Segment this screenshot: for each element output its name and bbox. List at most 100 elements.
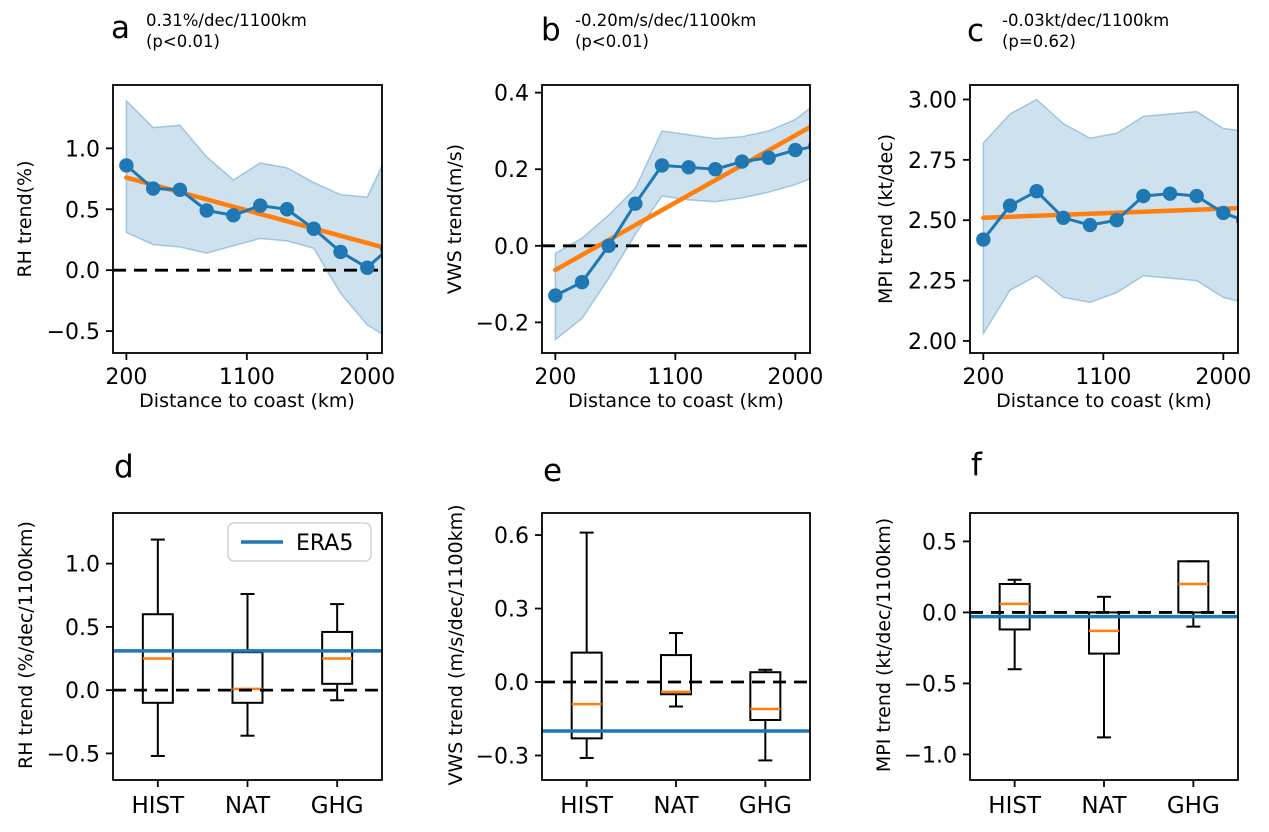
plot-data-area xyxy=(113,538,382,757)
data-point xyxy=(172,182,188,197)
data-point xyxy=(1162,186,1178,201)
panel-d-letter: d xyxy=(114,449,134,485)
x-axis-ticks: 200 1100 2000 xyxy=(962,353,1251,390)
y-tick-label: 0.0 xyxy=(922,601,957,626)
category-label: HIST xyxy=(560,793,614,819)
y-tick-label: −0.5 xyxy=(47,742,100,767)
y-tick-label: 0.6 xyxy=(494,524,529,549)
panel-a-plot: 1.0 0.5 0.0 −0.5 200 1100 2000 xyxy=(47,84,395,390)
category-label: NAT xyxy=(653,793,699,819)
y-tick-label: 0.3 xyxy=(494,598,529,623)
y-tick-label: −0.3 xyxy=(476,745,529,770)
panel-b-ylabel: VWS trend(m/s) xyxy=(444,143,466,295)
panel-e-letter: e xyxy=(543,453,563,489)
data-point xyxy=(761,150,776,165)
x-tick-label: 1100 xyxy=(647,365,703,390)
data-point xyxy=(976,232,991,247)
y-tick-label: 0.5 xyxy=(922,530,957,555)
data-point xyxy=(734,154,750,169)
x-tick-label: 200 xyxy=(105,365,147,390)
box-hist xyxy=(141,538,174,757)
category-label: HIST xyxy=(988,793,1042,819)
data-point xyxy=(1216,205,1231,221)
data-points xyxy=(976,184,1238,247)
category-label: NAT xyxy=(1081,793,1127,819)
y-tick-label: −0.5 xyxy=(904,672,957,697)
data-point xyxy=(360,260,375,275)
box-hist xyxy=(998,578,1031,671)
data-point xyxy=(548,288,563,303)
panel-c-xlabel: Distance to coast (km) xyxy=(996,390,1212,412)
y-tick-label: 1.0 xyxy=(65,553,100,578)
data-point xyxy=(681,160,696,175)
y-tick-label: −0.2 xyxy=(476,311,529,336)
y-tick-label: 1.0 xyxy=(65,137,100,162)
data-point xyxy=(654,158,670,173)
plot-data-area xyxy=(542,531,810,762)
x-axis-ticks: 200 1100 2000 xyxy=(534,353,823,390)
panel-a-title-line2: (p<0.01) xyxy=(146,32,220,51)
x-tick-label: 2000 xyxy=(1195,365,1251,390)
confidence-band xyxy=(125,99,382,335)
y-tick-label: 2.75 xyxy=(908,149,957,174)
data-point xyxy=(1002,198,1018,213)
panel-a-letter: a xyxy=(111,10,130,46)
data-points xyxy=(548,141,810,303)
panel-c-title-line2: (p=0.62) xyxy=(1002,32,1076,51)
y-tick-label: 2.00 xyxy=(908,330,957,355)
box-ghg xyxy=(749,668,782,762)
x-tick-label: 2000 xyxy=(339,365,395,390)
x-axis-ticks: HIST NAT GHG xyxy=(131,780,364,819)
x-axis-ticks: 200 1100 2000 xyxy=(105,353,395,390)
plot-border xyxy=(969,512,1239,781)
y-tick-label: 0.4 xyxy=(494,82,529,107)
data-points xyxy=(119,158,382,275)
panel-b-title: -0.20m/s/dec/1100km (p<0.01) xyxy=(575,10,756,52)
panel-a-ylabel: RH trend(%) xyxy=(14,160,36,278)
panel-b-title-line2: (p<0.01) xyxy=(575,32,649,51)
y-tick-label: 3.00 xyxy=(908,88,957,113)
x-tick-label: 2000 xyxy=(767,365,823,390)
panel-e-ylabel: VWS trend (m/s/dec/1100km) xyxy=(445,504,467,786)
data-point xyxy=(226,208,241,223)
data-point xyxy=(145,181,161,196)
panel-b-title-line1: -0.20m/s/dec/1100km xyxy=(575,11,757,30)
legend: ERA5 xyxy=(227,522,372,562)
panel-d-ylabel: RH trend (%/dec/1100km) xyxy=(15,521,37,769)
y-tick-label: 0.0 xyxy=(494,671,529,696)
y-axis-ticks: 0.4 0.2 0.0 −0.2 xyxy=(476,82,542,336)
panel-f-letter: f xyxy=(971,447,982,483)
category-label: HIST xyxy=(131,793,185,819)
panel-b-plot: 0.4 0.2 0.0 −0.2 200 1100 2000 xyxy=(476,82,824,390)
x-axis-ticks: HIST NAT GHG xyxy=(560,780,792,819)
data-point xyxy=(1136,188,1151,204)
y-tick-label: −0.5 xyxy=(47,320,100,345)
panel-a-xlabel: Distance to coast (km) xyxy=(139,390,355,412)
y-tick-label: 0.5 xyxy=(65,616,100,641)
y-tick-label: 0.0 xyxy=(494,235,529,260)
category-label: GHG xyxy=(739,793,792,819)
panel-f-ylabel: MPI trend (kt/dec/1100km) xyxy=(873,517,895,773)
panel-e-plot: 0.6 0.3 0.0 −0.3 HIST NAT GHG xyxy=(476,512,811,819)
legend-box xyxy=(227,522,372,562)
data-point xyxy=(574,274,590,290)
panel-a-title: 0.31%/dec/1100km (p<0.01) xyxy=(146,10,307,52)
x-tick-label: 200 xyxy=(962,365,1004,390)
y-axis-ticks: 0.6 0.3 0.0 −0.3 xyxy=(476,524,542,770)
plot-data-area xyxy=(113,99,382,335)
y-tick-label: −1.0 xyxy=(904,743,957,768)
data-point xyxy=(1029,184,1044,199)
y-axis-ticks: 1.0 0.5 0.0 −0.5 xyxy=(47,553,113,767)
box-nat xyxy=(231,592,264,737)
data-point xyxy=(628,196,643,211)
panel-c-title: -0.03kt/dec/1100km (p=0.62) xyxy=(1002,10,1169,52)
panel-a-title-line1: 0.31%/dec/1100km xyxy=(146,11,307,30)
box-hist xyxy=(570,531,603,759)
data-point xyxy=(601,238,616,253)
data-point xyxy=(306,221,321,236)
legend-label: ERA5 xyxy=(296,531,353,556)
plot-data-area xyxy=(542,107,810,342)
y-axis-ticks: 1.0 0.5 0.0 −0.5 xyxy=(47,137,113,345)
data-point xyxy=(253,198,268,213)
